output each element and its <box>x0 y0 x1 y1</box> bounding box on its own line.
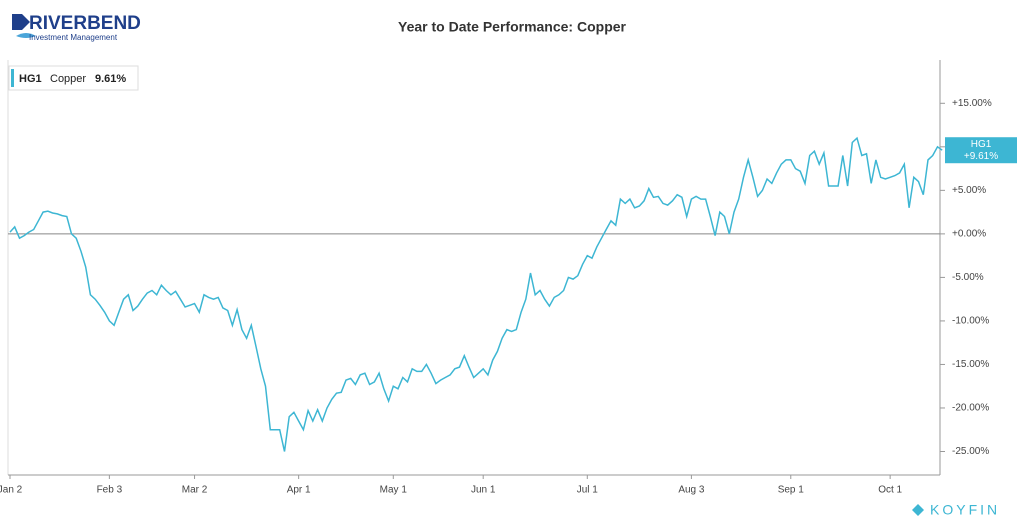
y-tick-label: -10.00% <box>952 316 989 327</box>
x-tick-label: Mar 2 <box>182 485 208 496</box>
logo-icon <box>12 14 30 30</box>
logo-wave <box>16 33 36 38</box>
legend-ticker: HG1 <box>19 73 42 85</box>
x-tick-label: May 1 <box>380 485 408 496</box>
x-tick-label: Jun 1 <box>471 485 496 496</box>
y-tick-label: +0.00% <box>952 229 986 240</box>
end-label: +9.61% <box>964 151 998 162</box>
brand-sub: Investment Management <box>29 33 118 42</box>
x-tick-label: Jul 1 <box>577 485 599 496</box>
y-tick-label: +5.00% <box>952 185 986 196</box>
chart-title: Year to Date Performance: Copper <box>398 19 627 35</box>
x-tick-label: Feb 3 <box>97 485 123 496</box>
legend-value: 9.61% <box>95 73 126 85</box>
x-tick-label: Jan 2 <box>0 485 23 496</box>
y-tick-label: -5.00% <box>952 272 984 283</box>
source: KOYFIN <box>930 502 1000 518</box>
legend-swatch <box>11 69 14 87</box>
y-tick-label: +15.00% <box>952 98 992 109</box>
end-badge <box>945 137 1017 164</box>
x-tick-label: Oct 1 <box>878 485 902 496</box>
legend-box <box>8 65 139 91</box>
brand: RIVERBEND <box>29 13 141 34</box>
legend-name: Copper <box>50 73 86 85</box>
y-tick-label: -15.00% <box>952 359 989 370</box>
y-tick-label: -25.00% <box>952 446 989 457</box>
x-tick-label: Aug 3 <box>678 485 705 496</box>
logo: RIVERBEND Investment Management <box>12 13 141 42</box>
line <box>9 136 943 452</box>
y-tick-label: -20.00% <box>952 403 989 414</box>
x-tick-label: Sep 1 <box>778 485 805 496</box>
x-tick-label: Apr 1 <box>287 485 311 496</box>
source-icon <box>912 504 924 516</box>
source-logo: KOYFIN <box>912 502 1000 518</box>
end-ticker: HG1 <box>971 139 992 150</box>
legend: HG1 Copper 9.61% <box>8 65 139 91</box>
